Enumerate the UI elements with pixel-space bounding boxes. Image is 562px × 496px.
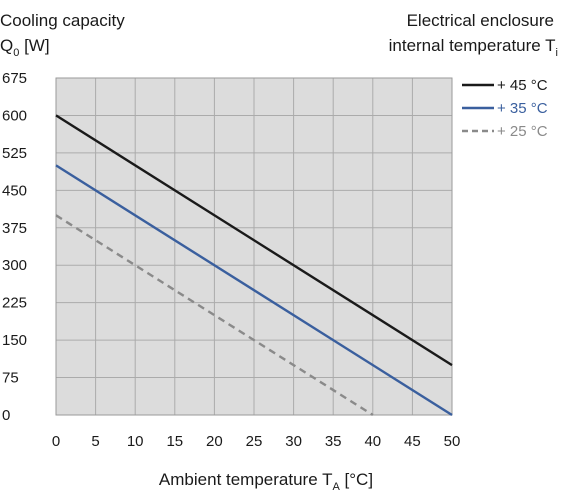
x-tick-label: 10 — [127, 433, 144, 450]
x-tick-label: 15 — [166, 433, 183, 450]
legend-label: + 45 °C — [497, 77, 548, 94]
legend-title-line2: internal temperature Ti — [389, 36, 558, 59]
x-tick-label: 25 — [246, 433, 263, 450]
y-tick-label: 375 — [2, 220, 27, 237]
x-tick-label: 45 — [404, 433, 421, 450]
y-tick-label: 600 — [2, 107, 27, 124]
series-line — [55, 114, 453, 367]
x-tick-label: 35 — [325, 433, 342, 450]
legend-label: + 25 °C — [497, 123, 548, 140]
series-line — [55, 164, 453, 417]
y-axis-ticks: 0 75 150 225 300 375 450 525 600 675 — [2, 70, 27, 424]
y-tick-label: 675 — [2, 70, 27, 87]
series-lines — [55, 114, 453, 417]
x-tick-label: 30 — [285, 433, 302, 450]
y-tick-label: 225 — [2, 295, 27, 312]
x-tick-label: 0 — [52, 433, 60, 450]
y-tick-label: 75 — [2, 370, 19, 387]
y-tick-label: 0 — [2, 407, 10, 424]
y-tick-label: 150 — [2, 332, 27, 349]
plot-border — [55, 77, 453, 416]
x-axis-ticks: 0 5 10 15 20 25 30 35 40 45 50 — [52, 433, 461, 450]
x-tick-label: 20 — [206, 433, 223, 450]
series-line — [55, 214, 374, 417]
legend-label: + 35 °C — [497, 100, 548, 117]
x-tick-label: 5 — [91, 433, 99, 450]
x-tick-label: 50 — [444, 433, 461, 450]
y-tick-label: 300 — [2, 257, 27, 274]
grid-lines — [55, 77, 453, 416]
y-title-line2: Q0 [W] — [0, 36, 50, 59]
y-tick-label: 525 — [2, 145, 27, 162]
legend: + 45 °C + 35 °C + 25 °C — [462, 77, 548, 140]
y-tick-label: 450 — [2, 182, 27, 199]
x-tick-label: 40 — [364, 433, 381, 450]
y-title-line1: Cooling capacity — [0, 11, 125, 30]
x-axis-label: Ambient temperature TA [°C] — [159, 470, 373, 493]
legend-title-line1: Electrical enclosure — [407, 11, 554, 30]
